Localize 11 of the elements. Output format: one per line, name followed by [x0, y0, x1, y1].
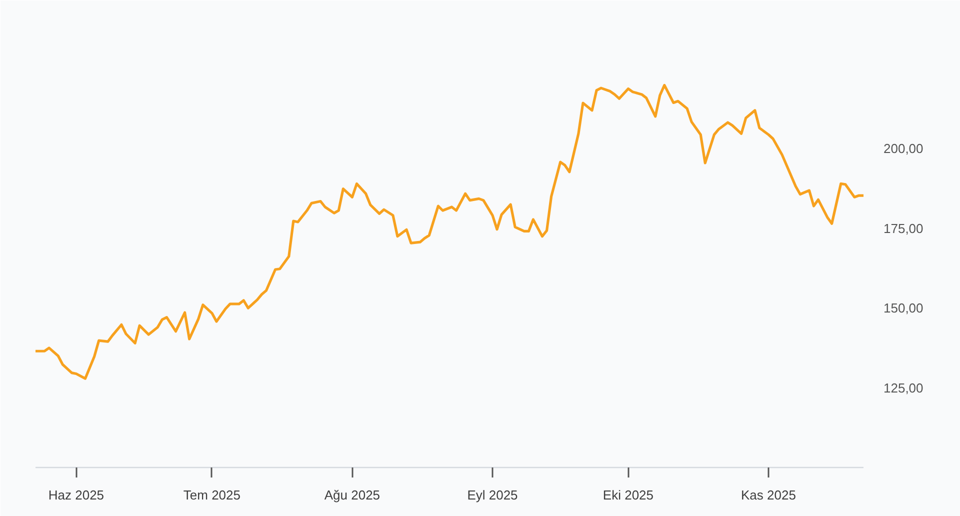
y-tick-label: 200,00	[884, 141, 924, 156]
x-tick-label: Haz 2025	[48, 488, 104, 502]
x-tick-label: Eyl 2025	[467, 488, 518, 502]
y-tick-label: 125,00	[884, 380, 924, 396]
y-tick-label: 175,00	[884, 220, 924, 236]
x-tick-label: Kas 2025	[741, 488, 796, 502]
y-tick-label: 150,00	[884, 300, 924, 316]
x-tick-label: Eki 2025	[602, 488, 654, 502]
line-series	[36, 84, 864, 380]
x-tick-label: Ağu 2025	[324, 488, 380, 502]
x-tick-label: Tem 2025	[183, 488, 241, 502]
